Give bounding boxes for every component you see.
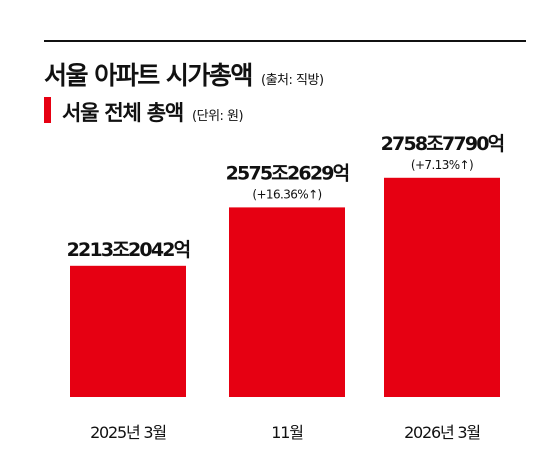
x-tick-label: 11월 <box>271 423 303 442</box>
x-tick-label: 2026년 3월 <box>404 423 480 442</box>
data-label: 2575조2629억 <box>226 162 349 184</box>
growth-label: (+7.13%↑) <box>411 158 473 172</box>
x-tick-label: 2025년 3월 <box>90 423 166 442</box>
growth-label: (+16.36%↑) <box>252 187 321 201</box>
subtitle-accent-bar <box>44 97 51 123</box>
title-row: 서울 아파트 시가총액 (출처: 직방) <box>44 56 324 92</box>
chart-title: 서울 아파트 시가총액 <box>44 61 253 90</box>
subtitle-row: 서울 전체 총액 (단위: 원) <box>62 97 244 127</box>
bar <box>70 265 186 397</box>
data-label: 2213조2042억 <box>67 239 190 261</box>
unit-note: (단위: 원) <box>192 109 244 124</box>
chart-subtitle: 서울 전체 총액 <box>62 101 184 125</box>
data-label: 2758조7790억 <box>381 133 504 155</box>
top-rule <box>44 40 526 42</box>
bar <box>384 177 500 397</box>
bar <box>229 207 345 397</box>
source-note: (출처: 직방) <box>261 73 324 88</box>
